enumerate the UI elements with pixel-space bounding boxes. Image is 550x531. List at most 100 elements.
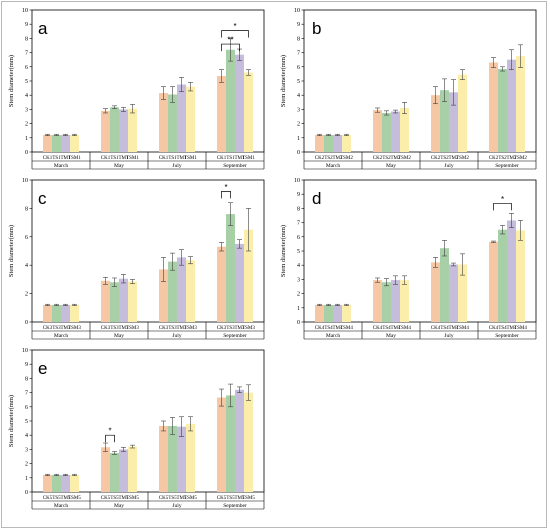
panel-d-y-tick-label: 10 [294, 178, 300, 184]
panel-a-treatment-label: TM1 [176, 156, 187, 161]
panel-d-treatment-label: TM4 [332, 326, 343, 331]
panel-c-month-label: July [172, 333, 181, 339]
panel-e-bar [235, 389, 244, 492]
panel-c-bar [52, 304, 61, 322]
panel-a-month-label: July [172, 163, 181, 169]
panel-d-y-tick-label: 8 [297, 206, 300, 212]
panel-b-y-tick-label: 9 [297, 22, 300, 28]
panel-b-month-label: March [326, 163, 341, 169]
panel-c-bar [159, 269, 169, 322]
panel-e-treatment-label: CK5 [101, 496, 111, 501]
panel-b-y-tick-label: 8 [297, 36, 300, 42]
panel-e-treatment-label: TM5 [60, 496, 71, 501]
panel-a-treatment-label: CK1 [101, 156, 111, 161]
panel-e-treatment-label: TS5 [110, 496, 119, 501]
panel-b-y-tick-label: 10 [294, 8, 300, 14]
panel-c-treatment-label: TS3 [110, 326, 119, 331]
panel-d-bar [315, 304, 325, 322]
panel-d-bar [324, 304, 333, 322]
panel-c-treatment-label: TSM3 [184, 326, 197, 331]
panel-c-bar [217, 246, 227, 322]
panel-d-bar [431, 262, 441, 322]
panel-a-bar [119, 109, 128, 152]
panel-c-treatment-label: TM3 [234, 326, 245, 331]
panel-e-y-tick-label: 2 [25, 462, 28, 468]
panel-e-bar [185, 423, 195, 492]
panel-d-treatment-label: TSM4 [456, 326, 469, 331]
panel-e-y-tick-label: 8 [25, 376, 28, 382]
panel-e-y-tick-label: 6 [25, 405, 28, 411]
panel-a-bar [235, 54, 244, 153]
panel-b-bar [515, 56, 525, 152]
panel-d-y-axis-label: Stem diameter(mm) [280, 225, 287, 277]
panel-e-y-axis-label: Stem diameter(mm) [8, 395, 15, 447]
panel-d-bar [373, 280, 383, 322]
panel-c-treatment-label: CK3 [217, 326, 227, 331]
panel-a-letter: a [38, 19, 48, 38]
panel-a-significance-bracket [221, 43, 240, 52]
panel-a-bar [185, 86, 195, 152]
panel-d-bar [382, 282, 391, 322]
panel-a-treatment-label: CK1 [43, 156, 53, 161]
panel-a-bar [243, 72, 253, 152]
panel-e-y-tick-label: 1 [25, 476, 28, 482]
panel-b-bar [324, 134, 333, 152]
panel-c-bar [185, 260, 195, 322]
panel-a-treatment-label: TSM1 [68, 156, 81, 161]
panel-e-y-tick-label: 0 [25, 490, 28, 496]
panel-e-y-tick-label: 7 [25, 391, 28, 397]
panel-b-bar [382, 112, 391, 152]
panel-d-y-tick-label: 9 [297, 192, 300, 198]
panel-d-bar [440, 248, 449, 322]
panel-c-treatment-label: CK3 [101, 326, 111, 331]
panel-d-treatment-label: TM4 [448, 326, 459, 331]
panel-d-treatment-label: CK4 [431, 326, 441, 331]
panel-e-bar [243, 392, 253, 492]
panel-e-bar [168, 425, 177, 492]
panel-b-treatment-label: TS2 [382, 156, 391, 161]
panel-b-treatment-label: TS2 [440, 156, 449, 161]
panel-c-bar [235, 243, 244, 322]
panel-c-y-axis-label: Stem diameter(mm) [8, 225, 15, 277]
panel-e-bar [127, 446, 137, 492]
panel-e-month-label: March [54, 503, 69, 509]
panel-e-treatment-label: TSM5 [242, 496, 255, 501]
panel-c-treatment-label: TM3 [176, 326, 187, 331]
panel-d-significance-label: * [501, 195, 504, 204]
panel-c-significance-label: * [224, 183, 227, 192]
panel-b-y-axis-label: Stem diameter(mm) [280, 55, 287, 107]
panel-d-bar [507, 220, 516, 322]
panel-b-y-tick-label: 3 [297, 107, 300, 113]
panel-d-month-label: March [326, 333, 341, 339]
panel-c-bar [127, 281, 137, 322]
panel-d-letter: d [312, 189, 321, 208]
panel-b-treatment-label: TSM2 [398, 156, 411, 161]
panel-b-bar [315, 134, 325, 152]
panel-b-bar [391, 111, 400, 152]
panel-b-month-label: May [386, 163, 396, 169]
panel-b-treatment-label: CK2 [431, 156, 441, 161]
panel-b-treatment-label: CK2 [373, 156, 383, 161]
panel-a-significance-bracket [221, 30, 249, 38]
panel-a-treatment-label: TM1 [234, 156, 245, 161]
panel-a-y-tick-label: 7 [25, 51, 28, 57]
panel-e-bar [52, 474, 61, 492]
panel-e-month-label: May [114, 503, 124, 509]
panel-e-bar [177, 426, 186, 492]
panel-c-bar [101, 280, 111, 322]
panel-e-significance-bracket [105, 434, 115, 443]
panel-a-month-label: September [223, 163, 247, 169]
panel-b-y-tick-label: 7 [297, 51, 300, 57]
panel-a-significance-label: * [233, 22, 236, 31]
panel-e-y-tick-label: 10 [22, 348, 28, 354]
panel-d-treatment-label: CK4 [489, 326, 499, 331]
panel-a-bar [52, 134, 61, 152]
panel-e-treatment-label: TM5 [118, 496, 129, 501]
panel-d-y-tick-label: 7 [297, 221, 300, 227]
panel-b-treatment-label: TM2 [448, 156, 459, 161]
panel-c-treatment-label: TS3 [52, 326, 61, 331]
panel-a-treatment-label: TS1 [52, 156, 61, 161]
panel-e-y-tick-label: 5 [25, 419, 28, 425]
panel-c-month-label: March [54, 333, 69, 339]
panel-e-month-label: September [223, 503, 247, 509]
